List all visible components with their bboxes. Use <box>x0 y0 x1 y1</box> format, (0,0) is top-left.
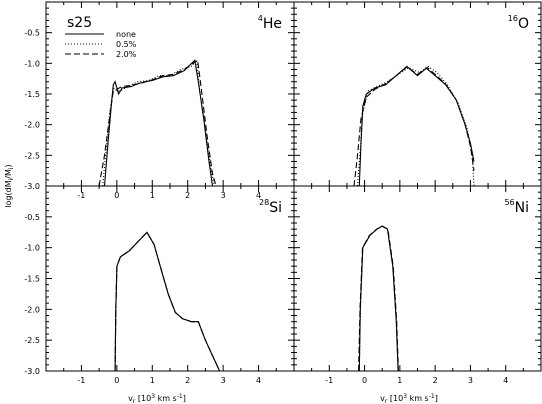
panel-title: 4He <box>258 14 282 32</box>
panel-4He: -1 0 1 2 3 4 -0.5 -1.0 -1.5 -2.0 -2.5 -3.0 4He <box>24 1 295 200</box>
x-tick-label: 2 <box>185 376 190 385</box>
y-tick-label: -3.0 <box>24 182 40 191</box>
y-axis-label: log(dMi/Mi) <box>4 164 15 207</box>
x-tick-label: 0 <box>114 376 119 385</box>
panel-56Ni: -1 0 1 2 3 4 56Ni <box>293 185 542 385</box>
series-line-2.0% <box>353 66 475 187</box>
x-tick-label: -1 <box>77 376 85 385</box>
series-line-2.0% <box>114 231 221 372</box>
x-tick-label: 2 <box>433 376 438 385</box>
y-tick-label: -1.5 <box>24 90 40 99</box>
legend: none 0.5% 2.0% <box>65 30 137 59</box>
panel-16O: 16O <box>293 1 542 187</box>
series-line-2.0% <box>358 225 399 372</box>
series-line-0.5% <box>356 65 475 187</box>
series-line-none <box>103 59 214 187</box>
model-label: s25 <box>67 15 92 31</box>
legend-label-none: none <box>116 30 136 39</box>
x-tick-label: 3 <box>468 376 473 385</box>
x-tick-label: 1 <box>397 376 402 385</box>
x-axis-label-left: vr [103 km s-1] <box>128 393 186 404</box>
x-tick-label: -1 <box>325 376 333 385</box>
series-line-0.5% <box>114 231 221 372</box>
panel-title: 16O <box>508 14 529 32</box>
series-line-2.0% <box>98 59 217 187</box>
x-tick-label: 2 <box>185 191 190 200</box>
panel-title: 56Ni <box>504 198 529 216</box>
panel-title: 28Si <box>259 198 282 216</box>
x-tick-label: 3 <box>221 376 226 385</box>
series-line-none <box>358 65 475 187</box>
y-tick-label: -2.5 <box>24 151 40 160</box>
y-tick-label: -3.0 <box>24 367 40 376</box>
y-tick-label: -2.0 <box>24 305 40 314</box>
x-tick-label: 0 <box>114 191 119 200</box>
x-tick-label: -1 <box>77 191 85 200</box>
x-axis-label-right: vr [103 km s-1] <box>380 393 438 404</box>
y-tick-label: -2.0 <box>24 121 40 130</box>
x-tick-label: 0 <box>362 376 367 385</box>
series-line-0.5% <box>102 58 215 187</box>
y-tick-label: -2.5 <box>24 336 40 345</box>
panel-frame <box>293 1 542 187</box>
x-tick-label: 1 <box>150 191 155 200</box>
y-tick-label: -1.5 <box>24 275 40 284</box>
panel-frame <box>45 185 295 372</box>
series-line-0.5% <box>358 225 399 372</box>
x-tick-label: 1 <box>150 376 155 385</box>
legend-label-2.0: 2.0% <box>116 50 137 59</box>
series-line-none <box>114 231 221 372</box>
x-tick-label: 4 <box>503 376 508 385</box>
series-line-none <box>358 225 399 372</box>
x-tick-label: 3 <box>221 191 226 200</box>
x-tick-label: 4 <box>256 376 261 385</box>
panel-28Si: -1 0 1 2 3 4 -0.5 -1.0 -1.5 -2.0 -2.5 -3.0 28Si <box>24 185 295 385</box>
panel-frame <box>293 185 542 372</box>
y-tick-label: -0.5 <box>24 29 40 38</box>
y-tick-label: -1.0 <box>24 244 40 253</box>
x-tick-label: 4 <box>256 191 261 200</box>
y-tick-label: -0.5 <box>24 213 40 222</box>
legend-label-0.5: 0.5% <box>116 40 137 49</box>
y-tick-label: -1.0 <box>24 59 40 68</box>
